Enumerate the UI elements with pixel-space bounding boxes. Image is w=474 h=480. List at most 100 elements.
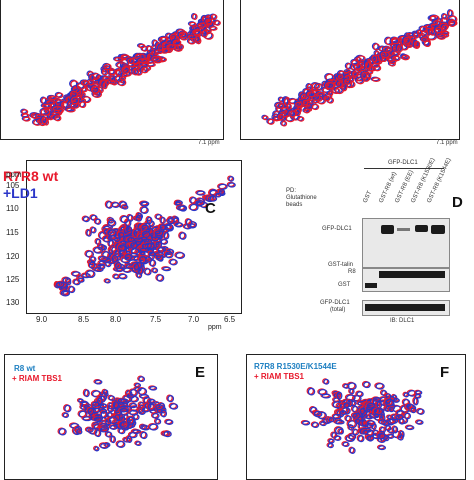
spectrum-peak (98, 255, 108, 262)
spectrum-peak (151, 55, 161, 62)
spectrum-peak (130, 242, 138, 249)
spectrum-peak (416, 419, 424, 425)
spectrum-peak (129, 409, 139, 416)
spectrum-peak (177, 205, 186, 211)
spectrum-peak (138, 376, 146, 383)
spectrum-peak (210, 14, 218, 20)
spectrum-peak (109, 424, 118, 430)
spectrum-peak (156, 274, 165, 282)
spectrum-peak (55, 281, 65, 288)
spectrum-peak (162, 266, 172, 272)
spectrum-peak (149, 423, 159, 431)
spectrum-peak (100, 442, 110, 449)
spectrum-peak (275, 102, 285, 110)
spectrum-peak (160, 409, 168, 418)
spectrum-peak (78, 398, 84, 404)
spectrum-peak (334, 435, 342, 442)
spectrum-peak (378, 419, 387, 425)
panel-f-peaks (300, 378, 425, 454)
spectrum-peak (385, 398, 394, 407)
spectrum-peak (378, 445, 387, 451)
spectrum-peak (82, 96, 92, 104)
spectrum-peak (58, 428, 67, 436)
panel-c-y-unit: ppm (6, 170, 22, 179)
spectrum-peak (281, 120, 288, 127)
spectrum-peak (138, 43, 146, 49)
spectrum-peak (410, 407, 417, 414)
spectrum-top-left: 7.1 ppm (0, 0, 230, 148)
spectrum-peak (385, 37, 394, 46)
spectrum-peak (283, 97, 290, 107)
spectrum-peak (109, 68, 116, 76)
panel-c-y-tick: 130 (6, 298, 20, 307)
spectrum-peak (416, 29, 423, 36)
spectrum-peak (130, 402, 138, 409)
spectrum-peak (363, 381, 371, 389)
spectrum-peak (152, 412, 160, 419)
spectrum-peak (149, 385, 158, 391)
panel-d-row-label-gst: GST (338, 282, 351, 288)
spectrum-peak (141, 57, 149, 64)
spectrum-peak (155, 49, 164, 55)
panel-c: R7R8 wt +LD1 C ppm 105 110 115 120 125 1… (0, 160, 250, 340)
spectrum-peak (94, 379, 103, 385)
spectrum-peak (167, 218, 175, 225)
spectrum-peak (277, 113, 285, 121)
spectrum-peak (336, 391, 343, 400)
spectrum-peak (366, 435, 375, 441)
spectrum-peak (94, 267, 104, 273)
spectrum-peak (136, 271, 143, 279)
spectrum-peak (288, 110, 297, 118)
spectrum-peak (205, 18, 213, 25)
spectrum-peak (155, 418, 162, 425)
spectrum-peak (77, 277, 85, 283)
spectrum-peak (323, 95, 331, 102)
spectrum-peak (111, 202, 121, 208)
spectrum-peak (131, 265, 141, 274)
spectrum-peak (121, 204, 129, 210)
spectrum-peak (323, 378, 330, 385)
spectrum-peak (120, 54, 130, 59)
spectrum-peak (119, 408, 128, 413)
panel-d: D GFP-DLC1 PD: Glutathione beads GST GST… (282, 157, 474, 348)
spectrum-peak (310, 94, 321, 101)
spectrum-peak (215, 192, 222, 198)
spectrum-peak (349, 447, 356, 454)
blot-band (415, 225, 428, 232)
spectrum-peak (160, 216, 166, 225)
panel-f-legend-riam: + RIAM TBS1 (254, 372, 305, 381)
spectrum-peak (117, 398, 127, 404)
panel-f-letter: F (440, 364, 450, 381)
spectrum-peak (107, 229, 117, 237)
spectrum-peak (164, 251, 174, 259)
panel-f-legend-mutant: R7R8 R1530E/K1544E (254, 362, 337, 371)
spectrum-peak (94, 446, 100, 452)
spectrum-peak (137, 58, 148, 63)
spectrum-peak (302, 99, 309, 106)
spectrum-peak (441, 24, 448, 31)
spectrum-peak (140, 206, 149, 215)
spectrum-peak (83, 389, 90, 398)
spectrum-peak (313, 410, 323, 418)
blot-band (365, 283, 377, 288)
spectrum-peak (97, 397, 103, 405)
panel-d-lane-label: GST (362, 190, 374, 204)
spectrum-peak (398, 434, 404, 441)
top-left-x-unit: 7.1 ppm (198, 140, 220, 146)
spectrum-top-left-frame (0, 0, 224, 140)
spectrum-peak (357, 435, 365, 443)
spectrum-peak (85, 270, 96, 279)
panel-c-x-tick: 8.0 (110, 315, 122, 324)
spectrum-peak (137, 266, 144, 275)
spectrum-peak (214, 20, 221, 26)
panel-f: R7R8 R1530E/K1544E + RIAM TBS1 F (242, 350, 474, 480)
spectrum-peak (148, 251, 156, 257)
spectrum-peak (117, 231, 125, 238)
spectrum-peak (82, 216, 90, 223)
spectrum-peak (21, 109, 29, 115)
panel-d-pd: Glutathione (286, 195, 317, 201)
spectrum-peak (76, 429, 83, 435)
spectrum-peak (90, 226, 97, 234)
spectrum-peak (318, 388, 328, 396)
spectrum-peak (80, 79, 89, 87)
